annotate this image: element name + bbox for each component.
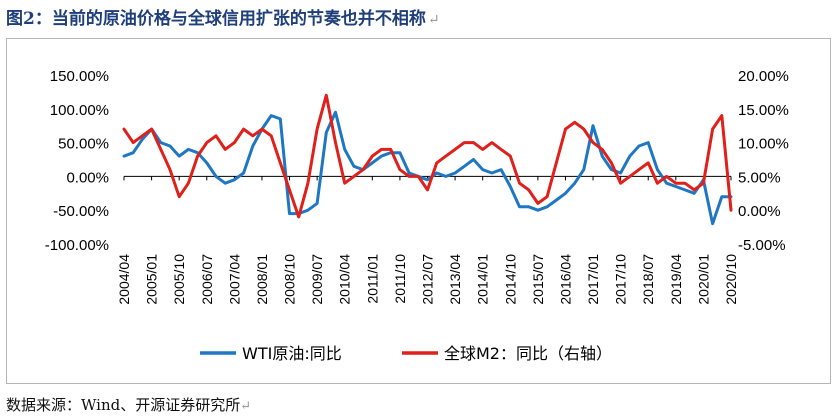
x-tick-label: 2017/01 [585,254,601,305]
x-tick-label: 2020/10 [723,254,739,305]
x-tick-label: 2014/01 [475,254,491,305]
x-tick-label: 2010/04 [337,254,353,305]
legend-label: WTI原油:同比 [242,344,342,363]
x-tick-label: 2008/10 [282,254,298,305]
x-tick-label: 2019/04 [668,254,684,305]
right-tick-label: 10.00% [738,136,789,153]
x-tick-label: 2020/01 [695,254,711,305]
x-tick-label: 2005/01 [144,254,160,305]
x-tick-label: 2004/04 [116,254,132,305]
source-note: 数据来源：Wind、开源证券研究所↵ [6,396,252,414]
x-axis-ticks: 2004/04 2005/01 2005/10 2006/07 2007/04 2008/… [116,176,739,305]
right-tick-label: 0.00% [738,203,781,220]
x-tick-label: 2005/10 [171,254,187,305]
x-tick-label: 2007/04 [226,254,242,305]
left-tick-label: 0.00% [66,169,109,186]
x-tick-label: 2009/07 [309,254,325,305]
x-tick-label: 2017/10 [613,254,629,305]
left-axis-ticks: 150.00% 100.00% 50.00% 0.00% -50.00% -100.00% [45,68,109,254]
series-line [122,110,733,226]
chart-frame [6,38,831,384]
legend: WTI原油:同比 全球M2：同比（右轴） [200,344,612,363]
x-tick-label: 2012/07 [420,254,436,305]
series-line [122,93,733,219]
x-tick-label: 2006/07 [199,254,215,305]
return-mark: ↵ [427,12,440,28]
legend-label: 全球M2：同比（右轴） [444,344,612,363]
left-tick-label: 100.00% [50,102,109,119]
x-tick-label: 2016/04 [557,254,573,305]
right-tick-label: 20.00% [738,68,789,85]
right-tick-label: 5.00% [738,169,781,186]
left-tick-label: 50.00% [58,136,109,153]
return-mark-source: ↵ [240,399,252,414]
x-tick-label: 2015/07 [530,254,546,305]
x-tick-label: 2018/07 [640,254,656,305]
left-tick-label: -100.00% [45,237,109,254]
x-tick-label: 2014/10 [502,254,518,305]
x-tick-label: 2008/01 [254,254,270,305]
right-tick-label: -5.00% [738,237,786,254]
left-tick-label: 150.00% [50,68,109,85]
x-tick-label: 2011/10 [392,254,408,304]
series-lines [122,93,733,226]
x-tick-label: 2013/04 [447,254,463,305]
chart-title: 图2：当前的原油价格与全球信用扩张的节奏也并不相称 ↵ [6,9,440,29]
right-axis-ticks: 20.00% 15.00% 10.00% 5.00% 0.00% -5.00% [738,68,789,254]
left-tick-label: -50.00% [53,203,109,220]
right-tick-label: 15.00% [738,102,789,119]
x-tick-label: 2011/01 [364,254,380,304]
